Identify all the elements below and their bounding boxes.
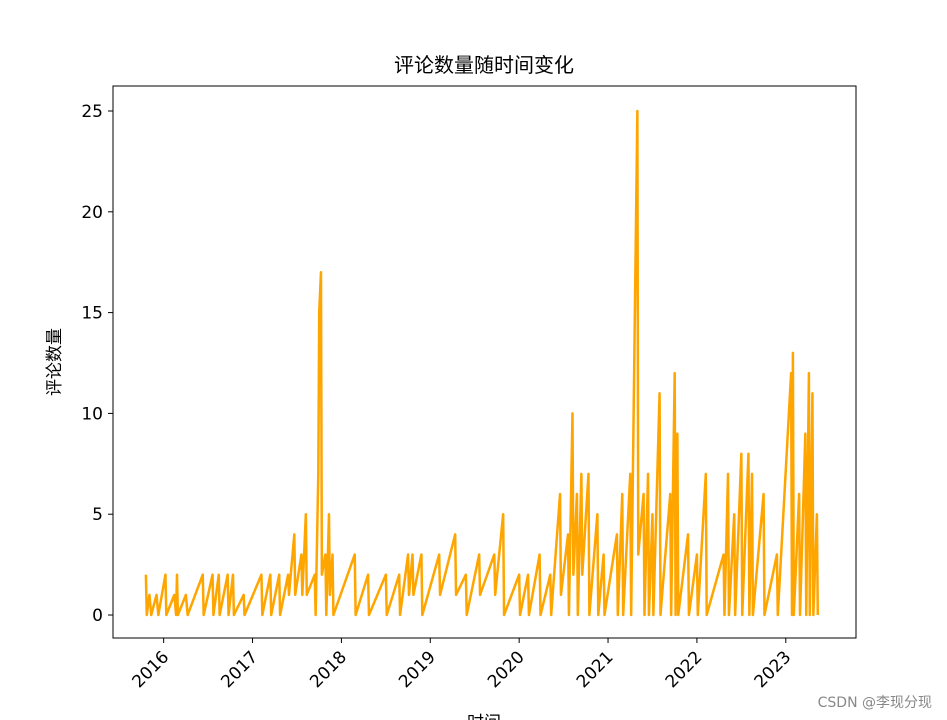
x-tick-label: 2020	[484, 647, 529, 692]
x-tick-label: 2017	[217, 647, 262, 692]
y-tick-label: 20	[81, 203, 103, 223]
x-tick-label: 2018	[306, 647, 351, 692]
chart-title: 评论数量随时间变化	[394, 53, 574, 77]
x-tick-label: 2019	[395, 647, 440, 692]
y-axis-label: 评论数量	[45, 328, 65, 396]
y-tick-label: 25	[81, 102, 103, 122]
x-axis-label: 时间	[467, 713, 501, 720]
watermark: CSDN @李现分现	[818, 695, 932, 711]
y-tick-label: 0	[92, 606, 103, 626]
x-tick-label: 2023	[751, 647, 796, 692]
x-tick-label: 2016	[128, 647, 173, 692]
y-tick-label: 5	[92, 505, 103, 525]
data-line	[144, 109, 820, 617]
y-tick-label: 10	[81, 404, 103, 424]
y-tick-label: 15	[81, 304, 103, 324]
plot-frame	[112, 85, 857, 639]
x-tick-label: 2022	[662, 647, 707, 692]
x-tick-label: 2021	[573, 647, 618, 692]
